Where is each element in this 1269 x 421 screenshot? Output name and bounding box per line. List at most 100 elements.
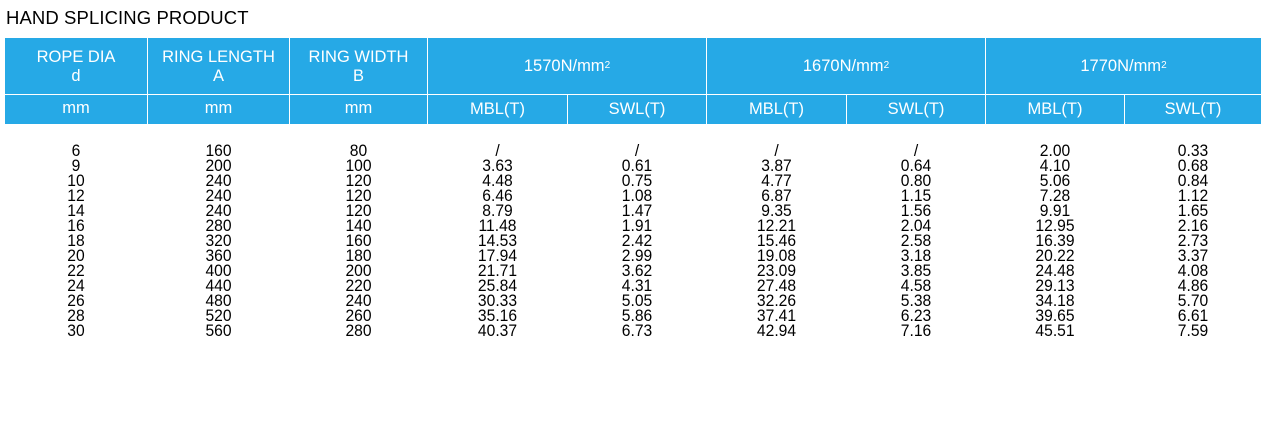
table-cell: 35.16	[477, 306, 518, 325]
column-mbl-1570: /3.63 4.48 6.46 8.79 11.48 14.53 17.94 21.71 25.…	[434, 142, 562, 339]
table-cell: 3.85	[900, 261, 932, 280]
table-cell: 26	[67, 291, 85, 310]
table-cell: 120	[345, 171, 372, 190]
unit-b: mm	[344, 98, 373, 117]
table-cell: 20.22	[1035, 246, 1075, 265]
swl-1670-header: SWL(T)	[887, 100, 945, 118]
table-cell: 6	[71, 141, 81, 160]
table-cell: 9.35	[761, 201, 792, 220]
swl-1770-header: SWL(T)	[1164, 100, 1222, 118]
table-cell: 19.08	[756, 246, 797, 265]
page-title: HAND SPLICING PRODUCT	[6, 7, 249, 28]
table-cell: 7.28	[1039, 186, 1071, 205]
table-cell: 560	[205, 321, 232, 340]
table-cell: 27.48	[756, 276, 797, 295]
table-cell: 6.46	[482, 186, 513, 205]
table-cell: 18	[67, 231, 85, 250]
table-cell: 14.53	[477, 231, 518, 250]
ring-length-header: RING LENGTH A	[148, 42, 289, 92]
unit-a: mm	[204, 98, 233, 117]
table-cell: 24.48	[1035, 261, 1075, 280]
rope-dia-header: ROPE DIA d	[5, 42, 147, 92]
table-cell: 200	[205, 156, 232, 175]
table-cell: 480	[205, 291, 232, 310]
table-cell: 24	[67, 276, 85, 295]
ring-width-header: RING WIDTH B	[290, 42, 427, 92]
table-cell: 21.71	[477, 261, 518, 280]
table-cell: 0.80	[900, 171, 932, 190]
column-ring-length: 160 200 240 240 240 280 320 360 400 440 480 520 560	[154, 141, 284, 340]
mbl-1670-header: MBL(T)	[749, 100, 804, 118]
table-cell: 0.84	[1177, 171, 1209, 190]
table-cell: 29.13	[1035, 276, 1075, 295]
column-swl-1570: /0.61 0.75 1.08 1.47 1.91 2.42 2.99 3.62 4.31 5.0…	[574, 141, 701, 340]
table-cell: /	[913, 141, 919, 160]
table-cell: 240	[205, 171, 232, 190]
table-cell: 2.00	[1039, 141, 1071, 160]
table-cell: 180	[345, 246, 372, 265]
table-cell: 22	[67, 261, 85, 280]
table-cell: 120	[345, 201, 372, 220]
table-cell: 6.61	[1177, 306, 1209, 325]
table-cell: 1.56	[900, 201, 932, 220]
table-cell: 39.65	[1035, 306, 1075, 325]
table-cell: 9	[71, 156, 81, 175]
table-cell: 6.73	[621, 321, 653, 340]
table-cell: 0.64	[900, 156, 932, 175]
rope-dia-symbol: d	[71, 67, 81, 85]
column-swl-1770: 0.33 0.68 0.84 1.12 1.65 2.16 2.73 3.37 4.08 4.86…	[1130, 141, 1255, 339]
table-cell: 3.87	[761, 156, 792, 175]
table-cell: 4.77	[761, 171, 792, 190]
table-cell: 100	[345, 156, 372, 175]
table-cell: 360	[205, 246, 232, 265]
table-cell: 6.87	[761, 186, 792, 205]
table-cell: 2.99	[621, 246, 653, 265]
table-cell: 0.75	[621, 171, 653, 190]
column-ring-width: 80 100 120 120 120 140 160 180 200 220 240 260 280	[295, 141, 421, 339]
grade-1770-header: 1770N/mm 2	[1080, 56, 1167, 75]
table-cell: 8.79	[482, 201, 513, 220]
table-cell: 2.42	[621, 231, 653, 250]
table-cell: 12.95	[1035, 216, 1075, 235]
table-cell: 160	[205, 141, 232, 160]
table-cell: 9.91	[1039, 201, 1071, 220]
table-cell: 1.08	[621, 186, 653, 205]
ring-width-label: RING WIDTH	[308, 48, 409, 66]
table-cell: 4.31	[621, 276, 653, 295]
table-cell: 4.48	[482, 171, 513, 190]
table-cell: 200	[345, 261, 372, 280]
table-cell: /	[634, 141, 640, 160]
table-cell: 4.10	[1039, 156, 1071, 175]
table-cell: 1.15	[900, 186, 932, 205]
table-cell: 1.12	[1177, 186, 1209, 205]
ring-length-label: RING LENGTH	[162, 48, 275, 66]
table-cell: 4.58	[900, 276, 932, 295]
rope-dia-label: ROPE DIA	[36, 48, 116, 66]
table-cell: 10	[67, 171, 85, 190]
table-cell: 16.39	[1035, 231, 1075, 250]
table-cell: 3.62	[621, 261, 653, 280]
table-cell: 240	[205, 201, 232, 220]
table-cell: 320	[205, 231, 232, 250]
table-cell: 280	[205, 216, 232, 235]
table-cell: 1.65	[1177, 201, 1209, 220]
table-cell: 32.26	[756, 291, 797, 310]
column-mbl-1770: 2.00 4.10 5.06 7.28 9.91 12.95 16.39 20.22 24.48…	[992, 141, 1119, 339]
table-cell: 25.84	[477, 276, 518, 295]
table-cell: 23.09	[756, 261, 797, 280]
table-cell: 28	[67, 306, 85, 325]
table-cell: 30	[67, 321, 85, 340]
table-cell: 2.16	[1177, 216, 1209, 235]
table-cell: 20	[67, 246, 85, 265]
table-cell: 80	[349, 141, 368, 160]
table-cell: 0.61	[621, 156, 653, 175]
table-cell: 15.46	[756, 231, 797, 250]
table-cell: 520	[205, 306, 232, 325]
table-cell: 0.33	[1177, 141, 1209, 160]
grade-1570-label: 1570N/mm	[523, 56, 605, 75]
table-cell: 14	[67, 201, 85, 220]
table-cell: 5.86	[621, 306, 653, 325]
unit-d: mm	[62, 98, 90, 117]
table-cell: 3.63	[482, 156, 513, 175]
table-cell: 5.05	[621, 291, 653, 310]
